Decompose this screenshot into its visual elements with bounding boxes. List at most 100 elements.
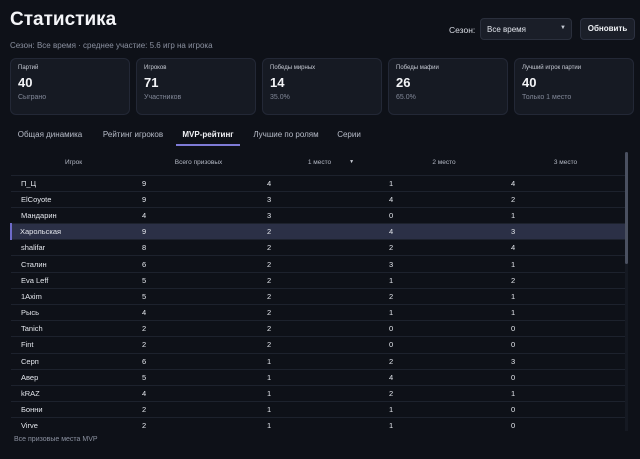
total-prizes-cell: 2 bbox=[136, 320, 261, 338]
stat-card-label: Игроков bbox=[144, 65, 167, 71]
table-row[interactable]: Серп 6 1 2 3 bbox=[11, 353, 625, 370]
third-place-cell: 0 bbox=[505, 401, 625, 419]
second-place-cell: 3 bbox=[383, 255, 505, 273]
second-place-cell: 2 bbox=[383, 353, 505, 370]
total-prizes-cell: 9 bbox=[136, 191, 261, 208]
page-subtitle: Сезон: Все время · среднее участие: 5.6 … bbox=[10, 41, 213, 50]
table-row[interactable]: Eva Leff 5 2 1 2 bbox=[11, 272, 625, 289]
stat-card-label: Победы мирных bbox=[270, 65, 316, 71]
first-place-cell: 2 bbox=[261, 288, 383, 306]
chevron-down-icon: ▼ bbox=[560, 25, 566, 31]
table-row[interactable]: Рысь 4 2 1 1 bbox=[11, 304, 625, 322]
column-header-first-place[interactable]: 1 место ▼ bbox=[261, 150, 383, 176]
first-place-cell: 4 bbox=[261, 175, 383, 192]
table-row[interactable]: Virve 2 1 1 0 bbox=[11, 417, 625, 431]
column-header-player[interactable]: Игрок bbox=[11, 150, 136, 176]
total-prizes-cell: 4 bbox=[136, 304, 261, 322]
sort-desc-icon: ▼ bbox=[349, 158, 355, 165]
first-place-cell: 3 bbox=[261, 207, 383, 225]
total-prizes-cell: 6 bbox=[136, 255, 261, 273]
second-place-cell: 1 bbox=[383, 304, 505, 322]
tab-bar: Общая динамика Рейтинг игроков MVP-рейти… bbox=[10, 124, 625, 146]
first-place-cell: 1 bbox=[261, 401, 383, 419]
stat-card-value: 14 bbox=[270, 75, 285, 90]
stat-card-label: Победы мафии bbox=[396, 65, 439, 71]
table-row[interactable]: Бонни 2 1 1 0 bbox=[11, 401, 625, 419]
table-row[interactable]: shalifar 8 2 2 4 bbox=[11, 239, 625, 257]
total-prizes-cell: 5 bbox=[136, 288, 261, 306]
table-row[interactable]: П_Ц 9 4 1 4 bbox=[11, 175, 625, 192]
second-place-cell: 2 bbox=[383, 239, 505, 257]
stat-card-best-player: Лучший игрок партии 40 Только 1 место bbox=[514, 58, 634, 115]
player-name-cell: ElCoyote bbox=[11, 191, 136, 208]
table-row[interactable]: Tanich 2 2 0 0 bbox=[11, 320, 625, 338]
table-row[interactable]: Сталин 6 2 3 1 bbox=[11, 255, 625, 273]
stat-card-value: 40 bbox=[18, 75, 33, 90]
player-name-cell: Рысь bbox=[11, 304, 136, 322]
table-row[interactable]: 1Axim 5 2 2 1 bbox=[11, 288, 625, 306]
mvp-table: Игрок Всего призовых 1 место ▼ 2 место 3 … bbox=[10, 150, 625, 431]
season-select-value: Все время bbox=[487, 25, 526, 34]
total-prizes-cell: 9 bbox=[136, 175, 261, 192]
table-row[interactable]: Авер 5 1 4 0 bbox=[11, 369, 625, 386]
season-select[interactable]: Все время ▼ bbox=[480, 18, 572, 40]
first-place-cell: 2 bbox=[261, 320, 383, 338]
player-name-cell: Бонни bbox=[11, 401, 136, 419]
stat-card-label: Партий bbox=[18, 65, 39, 71]
second-place-cell: 0 bbox=[383, 320, 505, 338]
column-header-third-place[interactable]: 3 место bbox=[505, 150, 625, 176]
table-row[interactable]: ElCoyote 9 3 4 2 bbox=[11, 191, 625, 208]
third-place-cell: 0 bbox=[505, 369, 625, 386]
third-place-cell: 4 bbox=[505, 239, 625, 257]
third-place-cell: 0 bbox=[505, 320, 625, 338]
tab-mvp-rating[interactable]: MVP-рейтинг bbox=[176, 124, 240, 146]
stat-card-mafia-wins: Победы мафии 26 65.0% bbox=[388, 58, 508, 115]
stat-card-sub: 35.0% bbox=[270, 94, 290, 101]
tab-player-rating[interactable]: Рейтинг игроков bbox=[102, 130, 164, 139]
first-place-cell: 2 bbox=[261, 255, 383, 273]
total-prizes-cell: 4 bbox=[136, 385, 261, 403]
column-header-total[interactable]: Всего призовых bbox=[136, 150, 261, 176]
third-place-cell: 1 bbox=[505, 304, 625, 322]
player-name-cell: Tanich bbox=[11, 320, 136, 338]
total-prizes-cell: 2 bbox=[136, 417, 261, 431]
stat-card-value: 71 bbox=[144, 75, 159, 90]
column-header-second-place[interactable]: 2 место bbox=[383, 150, 505, 176]
third-place-cell: 4 bbox=[505, 175, 625, 192]
first-place-cell: 1 bbox=[261, 353, 383, 370]
table-row[interactable]: kRAZ 4 1 2 1 bbox=[11, 385, 625, 403]
second-place-cell: 0 bbox=[383, 207, 505, 225]
player-name-cell: Авер bbox=[11, 369, 136, 386]
table-scrollbar[interactable] bbox=[625, 152, 628, 431]
stat-card-players: Игроков 71 Участников bbox=[136, 58, 256, 115]
first-place-cell: 1 bbox=[261, 417, 383, 431]
refresh-button[interactable]: Обновить bbox=[580, 18, 635, 40]
table-scrollbar-thumb[interactable] bbox=[625, 152, 628, 264]
third-place-cell: 1 bbox=[505, 385, 625, 403]
player-name-cell: kRAZ bbox=[11, 385, 136, 403]
second-place-cell: 2 bbox=[383, 385, 505, 403]
player-name-cell: Eva Leff bbox=[11, 272, 136, 289]
third-place-cell: 0 bbox=[505, 417, 625, 431]
total-prizes-cell: 6 bbox=[136, 353, 261, 370]
tab-best-by-roles[interactable]: Лучшие по ролям bbox=[253, 130, 319, 139]
first-place-cell: 2 bbox=[261, 223, 383, 241]
table-row[interactable]: Харольская 9 2 4 3 bbox=[10, 223, 625, 241]
first-place-cell: 3 bbox=[261, 191, 383, 208]
third-place-cell: 2 bbox=[505, 191, 625, 208]
second-place-cell: 4 bbox=[383, 369, 505, 386]
tab-general-dynamics[interactable]: Общая динамика bbox=[17, 130, 83, 139]
stat-card-civil-wins: Победы мирных 14 35.0% bbox=[262, 58, 382, 115]
third-place-cell: 1 bbox=[505, 207, 625, 225]
second-place-cell: 1 bbox=[383, 272, 505, 289]
player-name-cell: Virve bbox=[11, 417, 136, 431]
first-place-cell: 1 bbox=[261, 369, 383, 386]
table-row[interactable]: Мандарин 4 3 0 1 bbox=[11, 207, 625, 225]
tab-series[interactable]: Серии bbox=[337, 130, 361, 139]
player-name-cell: shalifar bbox=[11, 239, 136, 257]
total-prizes-cell: 5 bbox=[136, 272, 261, 289]
third-place-cell: 2 bbox=[505, 272, 625, 289]
second-place-cell: 0 bbox=[383, 336, 505, 354]
table-row[interactable]: Fint 2 2 0 0 bbox=[11, 336, 625, 354]
total-prizes-cell: 9 bbox=[136, 223, 261, 241]
